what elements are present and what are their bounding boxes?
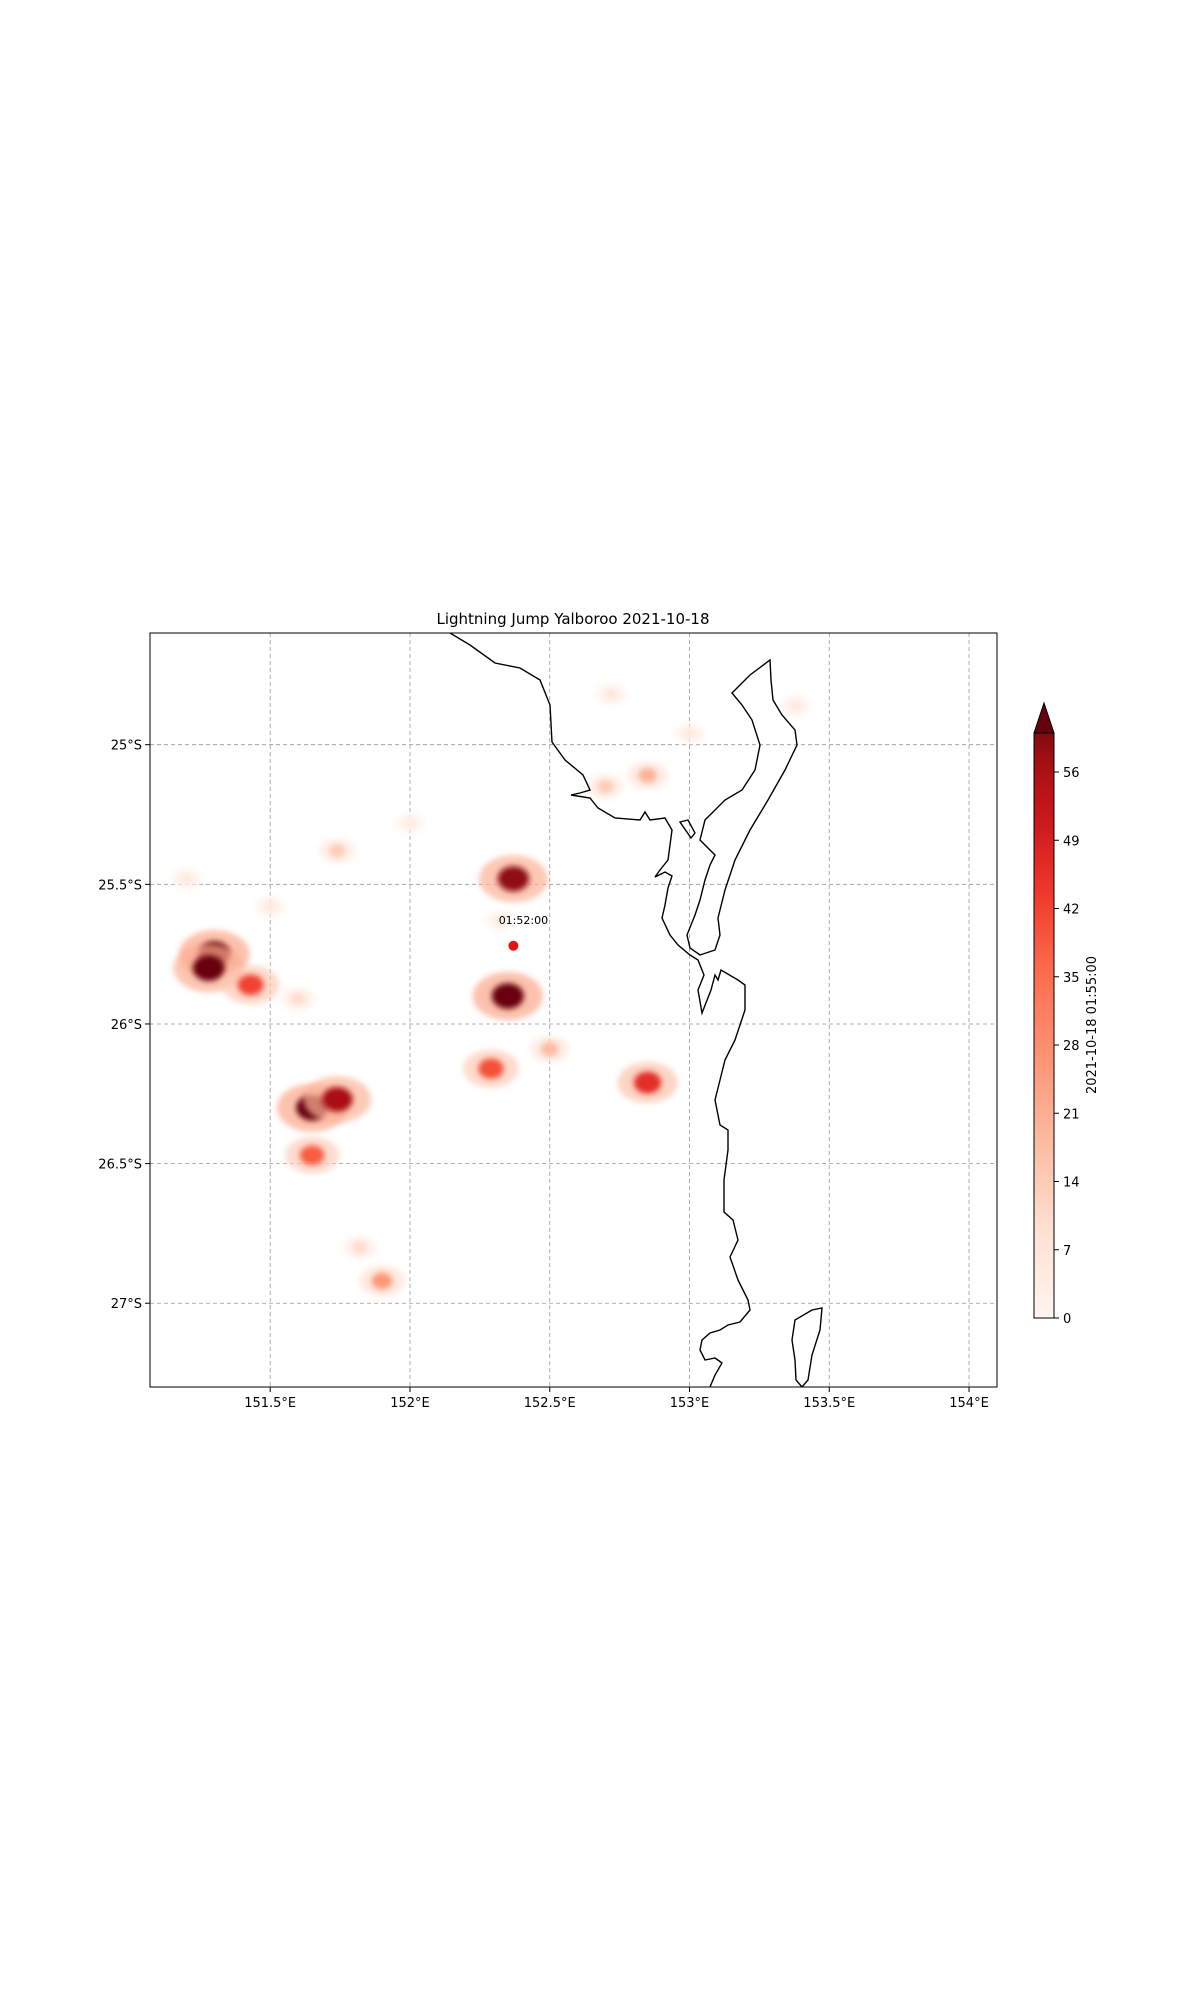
colorbar-gradient xyxy=(1033,732,1055,1319)
colorbar-tick-label: 21 xyxy=(1063,1107,1080,1122)
colorbar-tick-label: 49 xyxy=(1063,834,1080,849)
lightning-cell-core xyxy=(179,873,194,885)
lightning-cell xyxy=(303,1076,372,1123)
map-plot-area: 01:52:00 xyxy=(149,632,998,1388)
lightning-cell xyxy=(529,1035,570,1063)
colorbar: 0 7 14 21 28 35 42 49 56 2021-10-18 01:55:00 xyxy=(1033,701,1100,1327)
lightning-cell xyxy=(627,761,669,790)
lightning-cell-core xyxy=(328,844,346,858)
lightning-cell-core xyxy=(403,817,417,829)
lightning-cell xyxy=(484,910,515,931)
lightning-cell xyxy=(359,1265,405,1297)
lon-tick-label: 153.5°E xyxy=(803,1396,855,1411)
lightning-cell xyxy=(281,987,316,1011)
lightning-cell xyxy=(284,1136,340,1174)
lightning-cell-core xyxy=(597,779,614,794)
lightning-cell-core xyxy=(638,767,657,783)
lightning-cell-core xyxy=(237,974,264,996)
lightning-cell xyxy=(255,896,286,917)
lightning-cell xyxy=(780,695,811,716)
lightning-cell xyxy=(674,723,705,744)
small-island-outline xyxy=(678,819,696,840)
colorbar-tick-label: 14 xyxy=(1063,1176,1080,1191)
lat-tick-label: 26°S xyxy=(111,1018,142,1033)
colorbar-label: 2021-10-18 01:55:00 xyxy=(1085,956,1100,1094)
lon-tick-label: 153°E xyxy=(670,1396,710,1411)
lat-tick-label: 26.5°S xyxy=(98,1158,142,1173)
colorbar-tick-label: 0 xyxy=(1063,1312,1071,1327)
lightning-cell-core xyxy=(604,688,619,701)
marker-group: 01:52:00 xyxy=(499,914,548,951)
lat-tick-label: 25°S xyxy=(111,739,142,754)
lightning-cell-core xyxy=(290,992,306,1005)
lightning-cell xyxy=(472,972,544,1021)
lightning-cell xyxy=(395,812,425,833)
lightning-cell-core xyxy=(321,1087,353,1112)
lat-tick-label: 25.5°S xyxy=(98,878,142,893)
lightning-cell-core xyxy=(497,866,530,892)
lon-tick-label: 151.5°E xyxy=(244,1396,296,1411)
lightning-cell-core xyxy=(633,1071,662,1094)
lon-tick-label: 152.5°E xyxy=(524,1396,576,1411)
bribie-island-outline xyxy=(791,1307,823,1387)
colorbar-tick-label: 7 xyxy=(1063,1244,1071,1259)
map-frame xyxy=(149,632,998,1388)
lightning-cell xyxy=(478,855,548,903)
lightning-cell-core xyxy=(299,1145,325,1166)
lightning-cell-core xyxy=(491,983,524,1009)
lightning-cell-core xyxy=(492,915,507,926)
lightning-jump-marker[interactable] xyxy=(508,940,519,951)
lightning-cell-core xyxy=(263,901,278,913)
marker-time-label: 01:52:00 xyxy=(499,914,548,927)
latitude-axis: 25°S 25.5°S 26°S 26.5°S 27°S xyxy=(98,739,150,1312)
lightning-cell xyxy=(595,683,627,705)
lightning-density-field xyxy=(171,683,811,1297)
lon-tick-label: 152°E xyxy=(390,1396,430,1411)
colorbar-tick-label: 28 xyxy=(1063,1039,1080,1054)
lightning-cell-core xyxy=(540,1041,559,1057)
lon-tick-label: 154°E xyxy=(949,1396,989,1411)
lightning-cell-core xyxy=(478,1058,504,1079)
colorbar-extend-arrow xyxy=(1033,701,1055,734)
lightning-cell-core xyxy=(371,1272,393,1290)
lightning-cell xyxy=(617,1062,678,1104)
mainland-coastline xyxy=(449,633,751,1387)
colorbar-tick-label: 42 xyxy=(1063,903,1080,918)
longitude-axis: 151.5°E 152°E 152.5°E 153°E 153.5°E 154°E xyxy=(244,1387,989,1411)
colorbar-ticks: 0 7 14 21 28 35 42 49 56 xyxy=(1054,766,1080,1327)
lightning-cell-core xyxy=(682,728,697,739)
colorbar-tick-label: 35 xyxy=(1063,971,1080,986)
map-title: Lightning Jump Yalboroo 2021-10-18 xyxy=(436,610,709,628)
lightning-cell xyxy=(171,868,202,889)
map-background xyxy=(150,633,997,1387)
lightning-cell xyxy=(318,838,356,864)
colorbar-tick-label: 56 xyxy=(1063,766,1080,781)
lightning-cell-core xyxy=(192,955,225,981)
lightning-cell xyxy=(463,1049,519,1088)
lightning-cell xyxy=(342,1235,377,1259)
lightning-cell xyxy=(587,774,624,800)
fraser-island-outline xyxy=(686,658,798,956)
lightning-cell-core xyxy=(788,700,803,712)
lat-tick-label: 27°S xyxy=(111,1297,142,1312)
lightning-cell xyxy=(222,965,280,1005)
coastline xyxy=(449,633,823,1387)
lightning-cell-core xyxy=(351,1241,368,1254)
